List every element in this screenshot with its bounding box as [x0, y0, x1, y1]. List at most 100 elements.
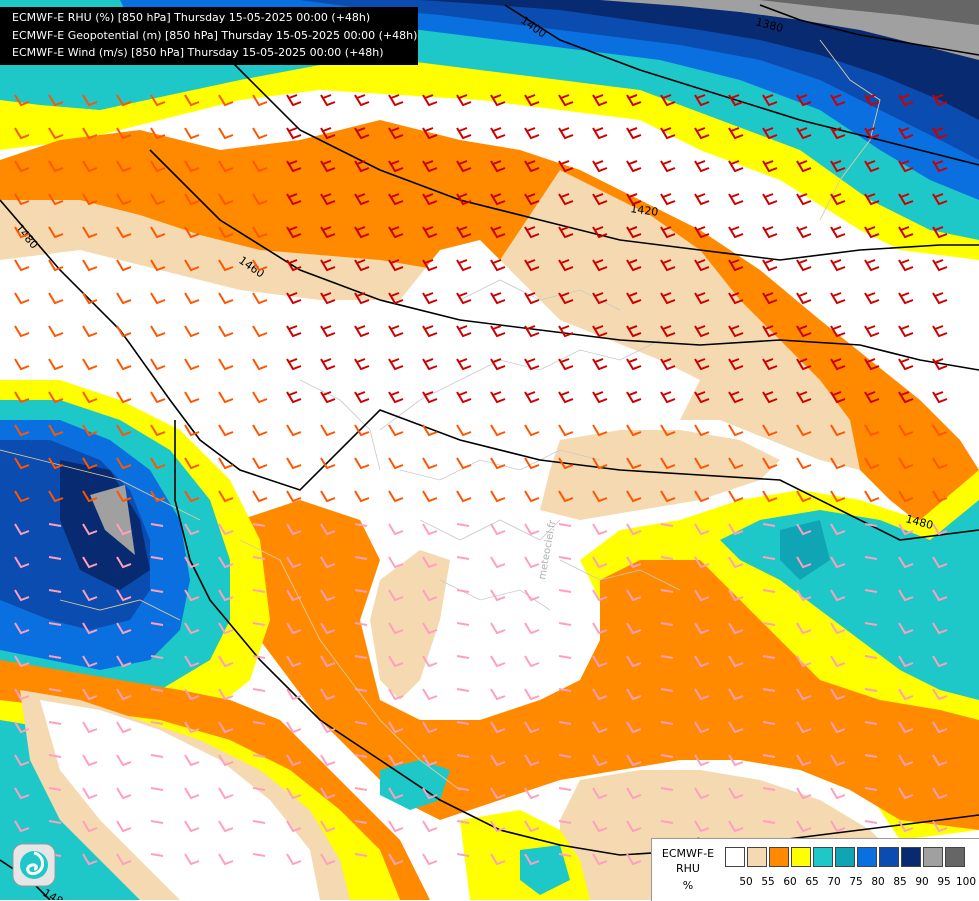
wind-barb: [626, 292, 642, 305]
wind-barb: [762, 226, 778, 239]
wind-barb: [898, 556, 914, 569]
contour-1480b: [174, 420, 979, 856]
title-line-geopotential: ECMWF-E Geopotential (m) [850 hPa] Thurs…: [12, 28, 418, 42]
legend-swatch: [879, 847, 899, 867]
wind-barb: [694, 358, 710, 371]
wind-barb: [388, 622, 404, 635]
wind-barb: [252, 556, 266, 560]
wind-barb: [422, 589, 438, 602]
wind-barb: [388, 358, 404, 371]
wind-barb: [762, 424, 778, 437]
legend-swatch: [725, 847, 745, 867]
wind-barb: [320, 787, 336, 800]
wind-barb: [830, 490, 846, 503]
wind-barb: [762, 358, 778, 371]
wind-barb: [898, 490, 914, 503]
wind-barb: [524, 523, 540, 536]
wind-barb: [830, 193, 846, 206]
wind-barb: [82, 721, 98, 734]
wind-barb: [762, 127, 778, 140]
wind-barb: [252, 391, 268, 404]
wind-barb: [932, 127, 948, 140]
wind-barb: [218, 160, 234, 173]
wind-barb: [558, 622, 572, 626]
wind-barb: [48, 226, 64, 239]
wind-barb: [592, 358, 608, 371]
wind-barb: [490, 94, 506, 107]
wind-barb: [592, 556, 608, 569]
wind-barb: [626, 358, 642, 371]
wind-barb: [660, 325, 676, 338]
legend-unit: %: [682, 879, 694, 892]
wind-barb: [354, 556, 368, 560]
wind-barb: [694, 292, 710, 305]
rhu-left-grey: [90, 485, 135, 555]
wind-barb: [762, 721, 776, 725]
wind-barb: [320, 292, 336, 305]
wind-barb: [524, 325, 540, 338]
wind-barb: [218, 94, 234, 107]
wind-barb: [150, 754, 164, 758]
wind-barb: [422, 193, 438, 206]
color-legend: ECMWF-E RHU % 50 55 60 65 70 75 80 85 90 95 100: [651, 838, 979, 901]
wind-barb: [456, 853, 470, 857]
wind-barb: [490, 688, 506, 701]
legend-variable: RHU: [676, 862, 700, 875]
legend-swatch: [857, 847, 877, 867]
wind-barb: [932, 391, 948, 404]
wind-barb: [116, 457, 132, 470]
wind-barb: [82, 127, 98, 140]
wind-barb: [388, 820, 404, 833]
wind-barb: [320, 523, 336, 536]
wind-barb: [116, 754, 132, 767]
wind-barb: [116, 325, 132, 338]
wind-barb: [864, 358, 880, 371]
wind-barb: [14, 358, 30, 371]
wind-barb: [592, 688, 608, 701]
wind-barb: [762, 523, 776, 527]
wind-barb: [762, 391, 778, 404]
wind-barb: [422, 490, 438, 503]
legend-model: ECMWF-E: [661, 847, 715, 860]
wind-barb: [422, 259, 438, 272]
wind-barb: [592, 160, 608, 173]
wind-barb: [490, 325, 506, 338]
wind-barb: [558, 193, 574, 206]
wind-barb: [456, 358, 472, 371]
wind-barb: [932, 193, 948, 206]
wind-barb: [864, 688, 878, 692]
wind-barb: [82, 160, 98, 173]
wind-barb: [116, 655, 132, 668]
wind-barb: [592, 853, 608, 866]
wind-barb: [456, 490, 472, 503]
wind-barb: [184, 94, 200, 107]
wind-barb: [116, 160, 132, 173]
wind-barb: [694, 127, 710, 140]
wind-barb: [796, 325, 812, 338]
wind-barb: [116, 490, 132, 503]
wind-barb: [898, 754, 914, 767]
wind-barb: [184, 523, 200, 536]
wind-barb: [388, 424, 404, 437]
wind-barb: [456, 787, 470, 791]
wind-barb: [728, 820, 744, 833]
wind-barb: [524, 688, 540, 701]
wind-barb: [864, 424, 880, 437]
wind-barb: [898, 292, 914, 305]
wind-barb: [830, 259, 846, 272]
wind-barb: [728, 787, 744, 800]
wind-barb: [82, 688, 98, 701]
wind-barb: [796, 655, 812, 668]
wind-barb: [286, 292, 302, 305]
wind-barb: [932, 259, 948, 272]
swirl-logo-icon: [12, 843, 56, 887]
wind-barb: [694, 655, 710, 668]
rhu-beige-lower: [370, 550, 450, 700]
wind-barb: [490, 589, 506, 602]
wind-barb: [320, 457, 336, 470]
wind-barb: [932, 655, 948, 668]
wind-barb: [82, 325, 98, 338]
wind-barb: [150, 688, 164, 692]
wind-barb: [558, 754, 572, 758]
